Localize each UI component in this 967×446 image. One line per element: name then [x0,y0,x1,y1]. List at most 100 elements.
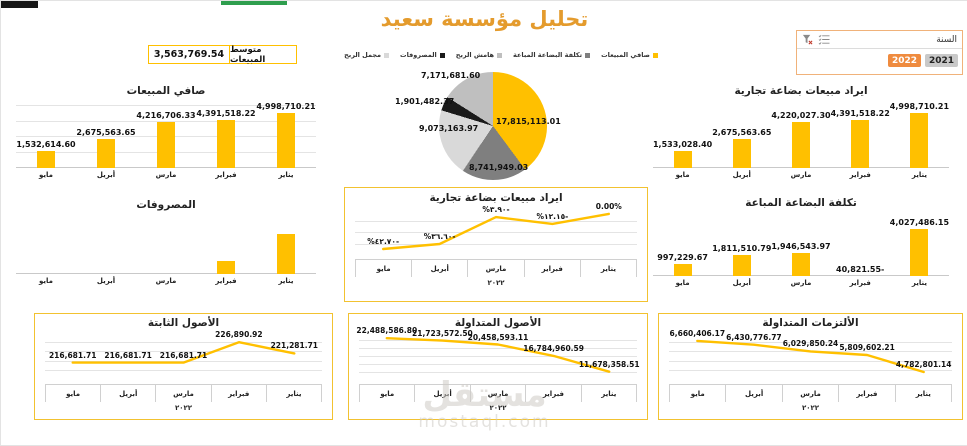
data-point-label: 20,458,593.11 [467,332,529,342]
line-series[interactable] [45,332,322,380]
month-label: أبريل [96,171,116,179]
bar-column-1 [76,214,136,274]
bar-value-label: 4,998,710.21 [256,102,316,112]
legend-item[interactable]: تكلفة البضاعة المباعة [513,51,591,59]
legend-item[interactable]: مجمل الربح [344,51,390,59]
clear-filter-icon[interactable] [802,30,813,49]
month-label: مارس [155,277,177,285]
bar-column-3 [196,214,256,274]
month-label: مارس [468,260,525,277]
revenue-chart: ايراد مبيعات بضاعة تجارية 1,533,028.40 2,… [653,85,949,179]
bar[interactable] [792,121,810,168]
data-point-label: 226,890.92 [215,330,263,340]
liabilities-chart: الألتزمات المتداولة 6,660,406.17 6,430,77… [658,313,963,420]
month-label: مارس [471,385,527,402]
bar-column-3: 4,391,518.22 [831,100,890,168]
bar[interactable] [217,119,235,168]
bar-column-1: 2,675,563.65 [712,100,771,168]
legend-item[interactable]: المصروفات [400,51,445,59]
month-label: يناير [911,279,927,287]
bar-value-label: 1,533,028.40 [652,140,713,150]
year-button-2022[interactable]: 2022 [888,54,921,67]
line-series[interactable] [355,209,637,255]
bar-column-1: 1,811,510.79 [712,212,771,276]
gridline [669,370,952,372]
month-label: فبراير [215,277,237,285]
legend-item[interactable]: صافي المبيعات [601,51,658,59]
bar[interactable] [277,113,295,168]
bar-value-label: 1,946,543.97 [771,242,831,252]
chart-title: الألتزمات المتداولة [762,317,859,329]
line-series[interactable] [359,332,637,380]
bar[interactable] [673,151,692,168]
bar-column-0: 1,532,614.60 [16,100,76,168]
month-label: فبراير [849,171,871,179]
month-label: مارس [155,171,177,179]
legend-marker [497,52,503,58]
bar-value-label: 1,811,510.79 [712,243,772,253]
bar-value-label: 4,027,486.15 [889,218,950,228]
fixed-assets-chart: الأصول الثابتة 216,681.71 216,681.71 216,6… [34,313,333,420]
gridline [45,370,322,372]
month-axis-table: مايو أبريل مارس فبراير يناير [359,384,638,402]
data-point-label: 216,681.71 [48,350,97,360]
chart-title: صافي المبيعات [126,85,206,97]
data-point-label: 21,723,572.50 [412,328,473,338]
month-label: يناير [278,277,294,285]
year-slicer: السنة 2022 2021 [796,30,963,75]
avg-sales-value: 3,563,769.54 [148,45,230,64]
month-label: مارس [783,385,840,402]
bar[interactable] [277,234,295,274]
bar[interactable] [851,119,870,168]
bar[interactable] [97,138,115,168]
pie-value-expenses: 1,901,482.37 [395,97,455,106]
month-axis-table: مايو أبريل مارس فبراير يناير [355,259,638,277]
gridline [355,220,637,222]
pie-value-profit-margin: 7,171,681.60 [421,71,481,80]
month-label: فبراير [525,260,581,277]
bar-column-0: 997,229.67 [653,212,712,276]
data-point-label: 22,488,586.80 [356,326,418,336]
data-point-label: %١٢.١٥- [536,211,569,221]
month-label: فبراير [212,385,267,402]
bar[interactable] [673,264,692,276]
bar[interactable] [732,254,751,276]
list-icon[interactable] [818,30,830,49]
bar[interactable] [792,253,810,276]
data-point-label: 216,681.71 [104,350,152,360]
bar[interactable] [910,229,929,276]
pie-circle[interactable] [439,72,547,180]
month-label: يناير [896,385,953,402]
legend-item[interactable]: هامش الربح [456,51,503,59]
month-label: أبريل [415,385,471,402]
month-label: مارس [790,279,812,287]
bar[interactable] [217,260,235,274]
bar-column-2: 1,946,543.97 [771,212,831,276]
bar[interactable] [732,138,751,168]
year-axis-label: ٢٠٢٢ [489,404,507,412]
legend-marker [585,52,591,58]
year-axis-label: ٢٠٢٢ [487,279,505,287]
line-series[interactable] [669,332,952,380]
data-point-label: 221,281.71 [270,341,319,351]
month-label: أبريل [412,260,469,277]
bar-value-label: 4,391,518.22 [830,108,890,118]
gridline [355,232,637,233]
gridline [45,360,322,362]
legend-label: تكلفة البضاعة المباعة [513,51,583,59]
bar[interactable] [37,151,55,168]
legend-label: مجمل الربح [344,51,382,59]
revenue-pct-chart: ايراد مبيعات بضاعة تجارية %٤٢.٧٠- %٣٦.٦٠-… [344,187,648,302]
data-point-label: 4,782,801.14 [895,360,952,369]
bar-column-1: 2,675,563.65 [76,100,136,168]
bar-column-0 [16,214,76,274]
month-label: مايو [39,171,53,179]
pie-value-cogs: 8,741,949.03 [469,163,529,172]
window-corner-bar [1,1,38,8]
bar[interactable] [157,121,175,168]
year-button-2021[interactable]: 2021 [925,54,958,67]
cogs-chart: تكلفة البضاعة المباعة 997,229.67 1,811,51… [653,197,949,287]
month-axis: مايو أبريل مارس فبراير يناير [16,277,316,285]
bar-value-label: 4,220,027.30 [771,110,831,120]
bar[interactable] [910,113,929,168]
